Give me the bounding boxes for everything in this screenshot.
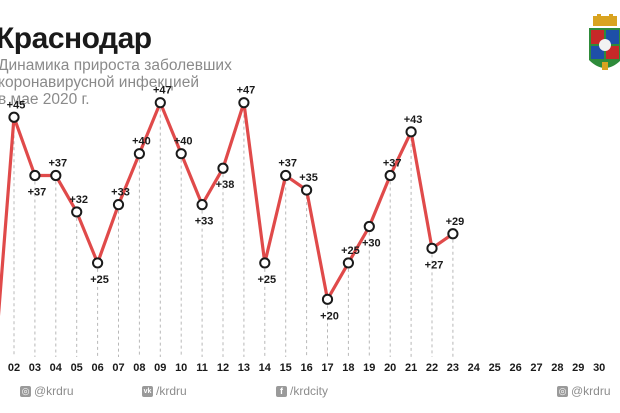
- data-label-10: +40: [174, 136, 193, 148]
- data-point-07: [112, 199, 125, 211]
- x-tick-25: 25: [489, 362, 501, 374]
- data-label-20: +37: [383, 158, 402, 170]
- x-tick-28: 28: [551, 362, 563, 374]
- data-point-12: [217, 162, 229, 174]
- x-tick-07: 07: [112, 362, 124, 374]
- data-point-15: [280, 169, 292, 182]
- x-tick-11: 11: [196, 362, 208, 374]
- x-tick-23: 23: [447, 362, 459, 374]
- data-label-11: +33: [195, 216, 214, 228]
- social-vk[interactable]: vk /krdru: [142, 384, 187, 398]
- data-point-04: [50, 169, 62, 182]
- x-tick-14: 14: [259, 362, 272, 374]
- x-tick-18: 18: [342, 362, 354, 374]
- chart-subtitle: Динамика прироста заболевших коронавирус…: [0, 57, 298, 108]
- data-label-09: +47: [153, 85, 172, 97]
- data-label-16: +35: [299, 172, 318, 184]
- series-line: [0, 101, 455, 317]
- twitter-icon: ◎: [557, 385, 568, 397]
- data-point-16: [301, 184, 313, 196]
- data-point-06: [92, 257, 104, 269]
- x-tick-30: 30: [593, 362, 605, 374]
- x-tick-22: 22: [426, 362, 438, 374]
- data-point-05: [71, 206, 83, 218]
- x-axis-ticks: 02 03 04 05 06 07 08 09 10 11 12 13 14 15 16 17 18 19 20 21…: [8, 362, 605, 374]
- data-point-21: [405, 126, 417, 138]
- data-point-17: [321, 293, 334, 305]
- x-tick-27: 27: [530, 362, 542, 374]
- subtitle-line-3: в мае 2020 г.: [0, 91, 90, 108]
- data-point-08: [133, 148, 145, 160]
- instagram-icon: ◎: [20, 385, 31, 397]
- data-label-13: +47: [237, 85, 256, 97]
- data-label-23: +29: [446, 216, 465, 228]
- grid-lines: [13, 108, 454, 357]
- social-handle: @krdru: [34, 384, 74, 398]
- data-point-13: [238, 97, 250, 109]
- social-facebook[interactable]: f /krdcity: [276, 384, 328, 398]
- x-tick-26: 26: [509, 362, 521, 374]
- data-label-02: +45: [7, 99, 26, 111]
- x-tick-10: 10: [175, 362, 187, 374]
- social-handle: @krdru: [571, 384, 611, 398]
- x-tick-20: 20: [384, 362, 396, 374]
- data-point-20: [384, 169, 396, 182]
- facebook-icon: f: [276, 385, 287, 397]
- data-point-18: [342, 257, 354, 269]
- x-tick-05: 05: [71, 362, 83, 374]
- social-handle: /krdru: [156, 384, 187, 398]
- data-point-10: [175, 148, 187, 160]
- social-twitter[interactable]: ◎ @krdru: [557, 384, 611, 398]
- data-label-17: +20: [320, 310, 339, 322]
- x-tick-03: 03: [29, 362, 41, 374]
- data-label-05: +32: [69, 194, 88, 206]
- data-point-23: [447, 228, 459, 240]
- x-tick-12: 12: [217, 362, 229, 374]
- data-labels: +45+37+37+32+25+33+40+47+40+33+38+47+25+…: [7, 85, 465, 323]
- data-label-07: +33: [111, 187, 130, 199]
- data-label-15: +37: [278, 158, 297, 170]
- data-label-21: +43: [404, 114, 423, 126]
- data-point-02: [8, 111, 20, 123]
- x-tick-04: 04: [50, 362, 63, 374]
- vk-icon: vk: [142, 385, 153, 397]
- data-label-08: +40: [132, 136, 151, 148]
- data-label-04: +37: [48, 158, 67, 170]
- x-tick-19: 19: [363, 362, 375, 374]
- x-tick-15: 15: [280, 362, 292, 374]
- data-point-09: [154, 97, 166, 109]
- x-tick-16: 16: [300, 362, 312, 374]
- data-label-06: +25: [90, 274, 109, 286]
- data-point-19: [363, 220, 375, 233]
- series-line-path: [0, 101, 455, 317]
- x-tick-02: 02: [8, 362, 20, 374]
- data-label-14: +25: [257, 274, 276, 286]
- x-tick-29: 29: [572, 362, 584, 374]
- subtitle-line-2: коронавирусной инфекцией: [0, 74, 199, 91]
- data-label-19: +30: [362, 238, 381, 250]
- x-tick-06: 06: [91, 362, 103, 374]
- data-points: [8, 97, 459, 305]
- data-point-03: [29, 169, 41, 182]
- x-tick-13: 13: [238, 362, 250, 374]
- krasnodar-coat-of-arms-icon: [589, 14, 620, 70]
- subtitle-line-1: Динамика прироста заболевших: [0, 57, 232, 74]
- social-instagram[interactable]: ◎ @krdru: [20, 384, 74, 398]
- x-tick-24: 24: [468, 362, 481, 374]
- x-tick-21: 21: [405, 362, 417, 374]
- social-handle: /krdcity: [290, 384, 329, 398]
- page-title: Краснодар: [0, 22, 152, 55]
- data-label-03: +37: [28, 187, 47, 199]
- data-point-11: [196, 199, 208, 211]
- x-tick-17: 17: [321, 362, 333, 374]
- x-tick-09: 09: [154, 362, 166, 374]
- x-tick-08: 08: [133, 362, 145, 374]
- data-label-22: +27: [425, 259, 444, 271]
- data-point-22: [426, 242, 438, 254]
- data-label-18: +25: [341, 245, 360, 257]
- data-point-14: [259, 257, 271, 269]
- data-label-12: +38: [216, 179, 235, 191]
